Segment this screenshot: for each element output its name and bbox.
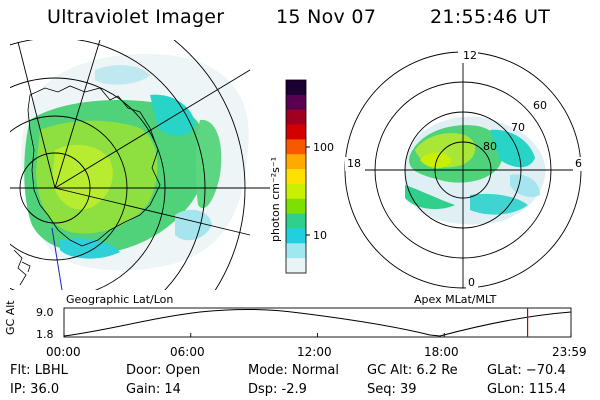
colorbar-swatch: [286, 258, 306, 274]
geo-panel-label: Geographic Lat/Lon: [66, 293, 173, 306]
date-label: 15 Nov 07: [276, 6, 377, 28]
filter-info: Flt: LBHL: [10, 363, 68, 378]
mlt-label-0: 0: [468, 276, 475, 289]
apex-panel: 12 18 6 0 60 70 80 Apex MLat/MLT: [344, 49, 585, 306]
colorbar-swatch: [286, 213, 306, 230]
geographic-panel: Geographic Lat/Lon: [10, 40, 270, 306]
altitude-ytick-1-8: 1.8: [36, 328, 54, 341]
meridian-line: [51, 227, 63, 290]
mlt-label-12: 12: [463, 49, 477, 62]
colorbar-swatch: [286, 94, 306, 111]
mode-info: Mode: Normal: [248, 363, 339, 378]
apex-grid: [344, 51, 582, 289]
altitude-ylabel: GC Alt: [4, 300, 17, 335]
colorbar-swatch: [286, 198, 306, 215]
altitude-xtick-0000: 00:00: [46, 345, 81, 359]
altitude-plot: GC Alt 9.0 1.8 00:00 06:00 12:00 18:00 2…: [4, 300, 587, 359]
mlat-label-60: 60: [533, 99, 547, 112]
colorbar-swatch: [286, 228, 306, 244]
mlt-label-6: 6: [575, 157, 582, 170]
colorbar-swatches: [286, 80, 306, 274]
time-label: 21:55:46 UT: [430, 6, 551, 28]
mlat-label-70: 70: [511, 121, 525, 134]
colorbar-tick-100: 100: [313, 141, 334, 154]
glon-info: GLon: 115.4: [487, 382, 567, 397]
dsp-info: Dsp: -2.9: [248, 382, 307, 397]
altitude-xtick-1200: 12:00: [297, 345, 332, 359]
apex-panel-label: Apex MLat/MLT: [414, 293, 497, 306]
mlt-label-18: 18: [347, 157, 361, 170]
colorbar-swatch: [286, 243, 306, 259]
colorbar-swatch: [286, 109, 306, 126]
colorbar-swatch: [286, 154, 306, 170]
door-info: Door: Open: [126, 363, 201, 378]
gain-info: Gain: 14: [126, 382, 181, 397]
instrument-title: Ultraviolet Imager: [47, 6, 225, 28]
colorbar: 100 10 photon cm⁻²s⁻¹: [269, 79, 334, 274]
altitude-xtick-0600: 06:00: [170, 345, 205, 359]
altitude-curve: [63, 308, 572, 337]
seq-info: Seq: 39: [367, 382, 417, 397]
gc-alt-info: GC Alt: 6.2 Re: [367, 363, 458, 378]
altitude-xtick-1800: 18:00: [424, 345, 459, 359]
altitude-xtick-2359: 23:59: [552, 345, 587, 359]
colorbar-unit-label: photon cm⁻²s⁻¹: [269, 157, 282, 242]
colorbar-swatch: [286, 80, 306, 96]
apex-aurora-emission: [405, 125, 540, 215]
glat-info: GLat: −70.4: [487, 363, 566, 378]
geo-grid: [10, 40, 270, 290]
colorbar-swatch: [286, 183, 306, 200]
mlat-label-80: 80: [483, 140, 497, 153]
colorbar-swatch: [286, 169, 306, 185]
colorbar-tick-10: 10: [313, 229, 327, 242]
altitude-ytick-9: 9.0: [36, 306, 54, 319]
ip-info: IP: 36.0: [10, 382, 60, 397]
colorbar-swatch: [286, 124, 306, 140]
colorbar-swatch: [286, 139, 306, 155]
